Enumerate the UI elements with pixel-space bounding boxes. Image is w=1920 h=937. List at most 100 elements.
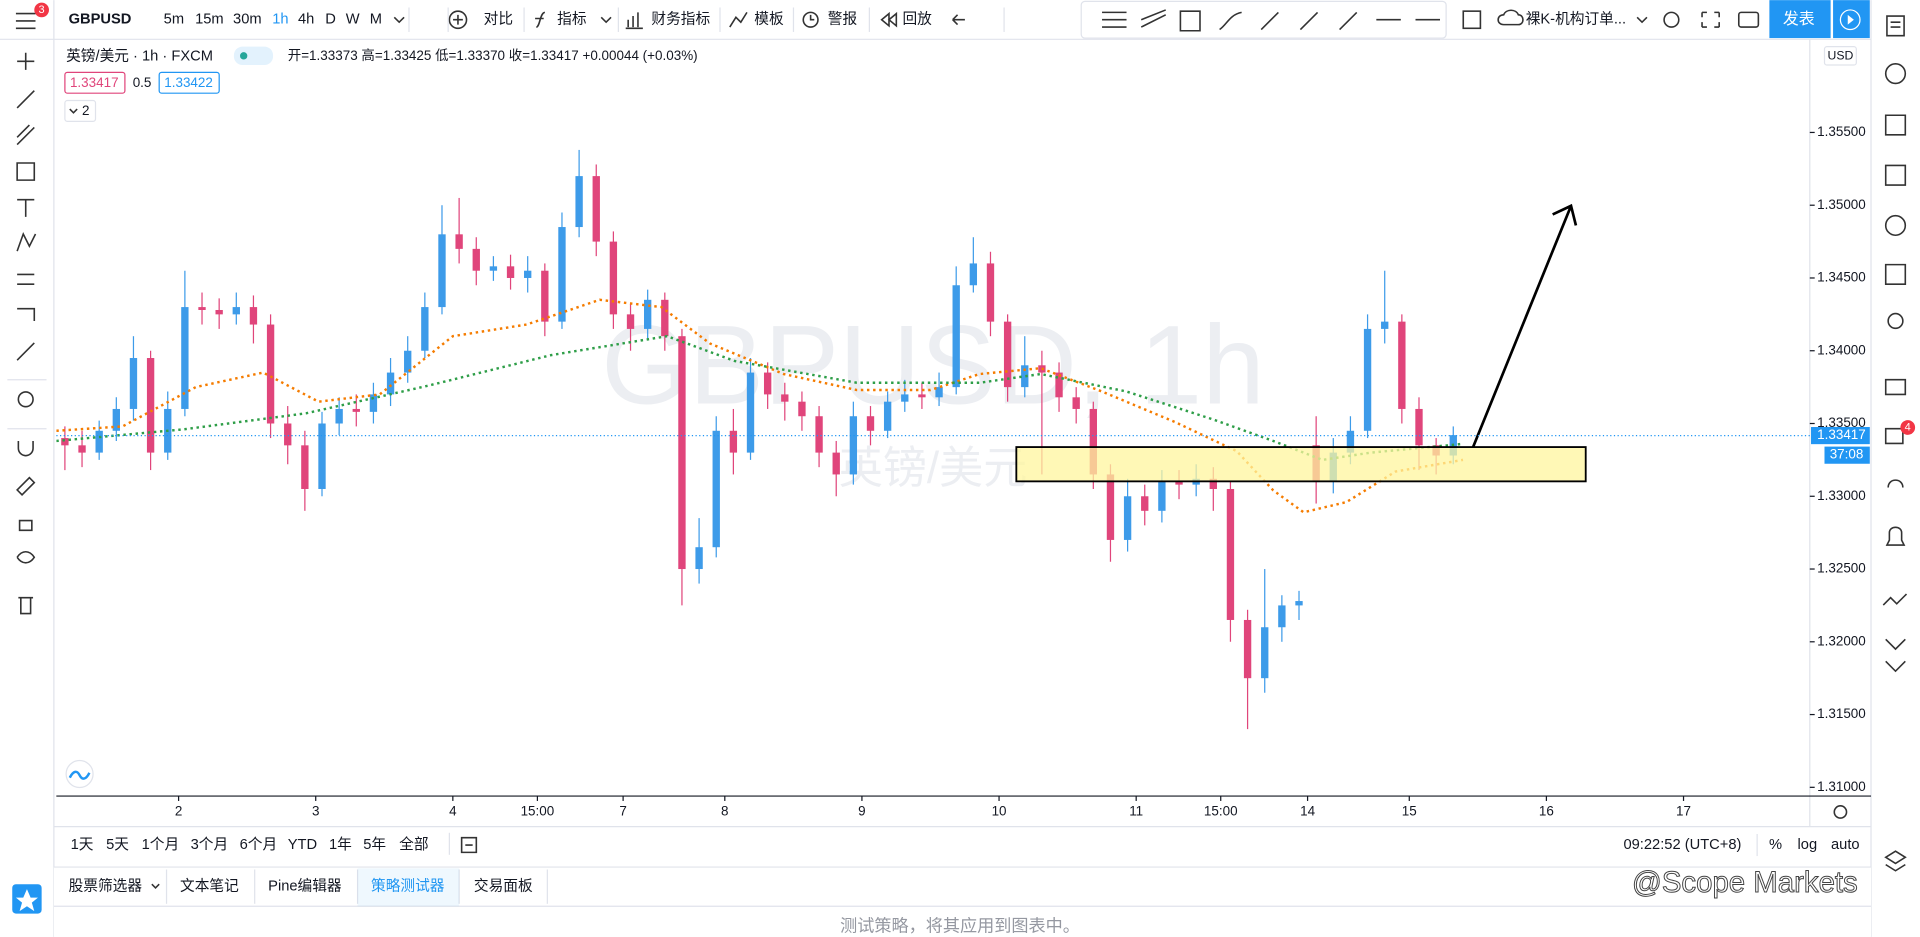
button-icon (880, 11, 898, 28)
ask-box[interactable] (158, 71, 220, 94)
candle-body (249, 307, 258, 325)
chart-watermark: GBPUSD, 1h (601, 301, 1265, 427)
candle-body (1278, 605, 1286, 628)
support-zone[interactable] (1015, 446, 1587, 483)
replay-triangle (1847, 14, 1854, 25)
candle-body (1089, 408, 1097, 475)
panel-tab[interactable]: 策略测试器 (371, 878, 445, 895)
candle-body (1261, 627, 1269, 679)
range-bar: 1天 5天 1个月 3个月 6个月 YTD 1年 5年 全部 (71, 835, 429, 853)
interval[interactable]: W (346, 12, 360, 28)
interval[interactable]: M (370, 12, 382, 28)
candle-body (335, 408, 343, 424)
candle-body (1021, 365, 1029, 388)
candle-body (1398, 321, 1406, 409)
drawing-tool-icons[interactable] (1102, 9, 1440, 32)
template-dropdown[interactable] (1636, 16, 1648, 24)
panel-tab[interactable]: 文本笔记 (180, 878, 239, 895)
indicator-template[interactable]: 裸K-机构订单... (1526, 11, 1626, 28)
bid: 1.33417 (70, 75, 119, 90)
candle-body (695, 547, 703, 570)
left-tool-icons[interactable] (16, 52, 37, 615)
candle-body (421, 307, 429, 351)
symbol[interactable]: GBPUSD (69, 12, 132, 28)
undo-redo[interactable] (952, 14, 965, 26)
range-button[interactable]: 6个月 (240, 836, 278, 853)
panel-tab[interactable]: 股票筛选器 (69, 878, 143, 895)
panel-message: 测试策略，将其应用到图表中。 (840, 916, 1080, 936)
candle-body (1209, 478, 1217, 489)
interval[interactable]: 4h (298, 12, 314, 28)
candle-body (986, 263, 995, 322)
fullscreen-icon[interactable] (1701, 11, 1720, 28)
interval[interactable]: 5m (164, 12, 184, 28)
range-button[interactable]: 1个月 (142, 836, 180, 853)
moving-average (56, 334, 1464, 462)
scale-options: % log auto (1756, 834, 1860, 857)
scale-option[interactable]: % (1769, 837, 1782, 853)
button-icon (802, 11, 819, 28)
axis-settings[interactable] (1833, 805, 1848, 819)
toolbar-button[interactable]: 回放 (902, 11, 932, 28)
range-button[interactable]: 3个月 (191, 836, 229, 853)
indicator-dropdown[interactable] (600, 16, 612, 24)
interval[interactable]: 1h (272, 12, 288, 28)
candle-body (404, 350, 412, 373)
candle-body (1295, 601, 1303, 606)
goto-date[interactable] (460, 836, 478, 854)
x-tick-label: 7 (619, 804, 626, 819)
trend-arrow[interactable] (1471, 203, 1578, 448)
toolbar-button[interactable]: 财务指标 (651, 11, 710, 28)
right-tool-icons[interactable] (1882, 15, 1908, 872)
toolbar-button[interactable]: 对比 (484, 11, 513, 28)
x-tick-label: 16 (1539, 804, 1554, 819)
candle-body (61, 438, 69, 446)
candle-body (592, 176, 600, 242)
toolbar-button[interactable]: 指标 (557, 11, 587, 28)
candle-body (1141, 496, 1149, 511)
button-icon (448, 10, 468, 30)
range-button[interactable]: 1年 (329, 836, 352, 853)
tab-dropdown[interactable] (151, 883, 160, 890)
candle-body (918, 394, 926, 398)
sidebar-badge: 4 (1905, 421, 1911, 433)
candle-body (1158, 481, 1166, 511)
toolbar-buttons: 对比 指标 财务指标 模板 警报 回放 (408, 7, 1005, 32)
active-tab-bg (357, 868, 460, 907)
layout-icon[interactable] (1462, 10, 1482, 30)
collapse-chevron (69, 108, 78, 114)
candle-body (558, 227, 566, 322)
bid-box[interactable] (64, 71, 126, 94)
y-tick-label: 1.35500 (1817, 124, 1866, 139)
candle-body (866, 416, 875, 431)
bottom-panel (53, 867, 1872, 937)
interval[interactable]: 15m (195, 12, 224, 28)
range-button[interactable]: 全部 (399, 835, 428, 853)
candle-body (301, 445, 309, 489)
range-button[interactable]: 1天 (71, 837, 94, 853)
interval-dropdown[interactable] (393, 16, 405, 24)
scale-option[interactable]: auto (1831, 837, 1860, 853)
candle-body (506, 266, 515, 278)
moving-average (56, 298, 1464, 514)
settings-icon[interactable] (1663, 11, 1680, 28)
interval[interactable]: 30m (233, 12, 262, 28)
y-tick-label: 1.31000 (1817, 779, 1866, 794)
star-icon (15, 889, 38, 912)
range-button[interactable]: 5天 (106, 837, 129, 853)
menu-button[interactable]: 3 (15, 2, 49, 30)
x-tick-label: 3 (312, 804, 319, 819)
toolbar-button[interactable]: 警报 (828, 11, 858, 28)
range-button[interactable]: 5年 (363, 836, 386, 853)
interval[interactable]: D (325, 12, 336, 28)
ask: 1.33422 (164, 75, 213, 90)
panel-tab[interactable]: Pine编辑器 (268, 878, 342, 895)
scale-option[interactable]: log (1798, 837, 1818, 853)
range-button[interactable]: YTD (288, 837, 317, 853)
panel-tab[interactable]: 交易面板 (474, 877, 533, 895)
candle-body (661, 299, 669, 337)
publish-button[interactable] (1769, 0, 1831, 39)
collapse-box[interactable] (64, 99, 97, 122)
toolbar-button[interactable]: 模板 (754, 10, 784, 28)
snapshot-icon[interactable] (1737, 11, 1760, 28)
